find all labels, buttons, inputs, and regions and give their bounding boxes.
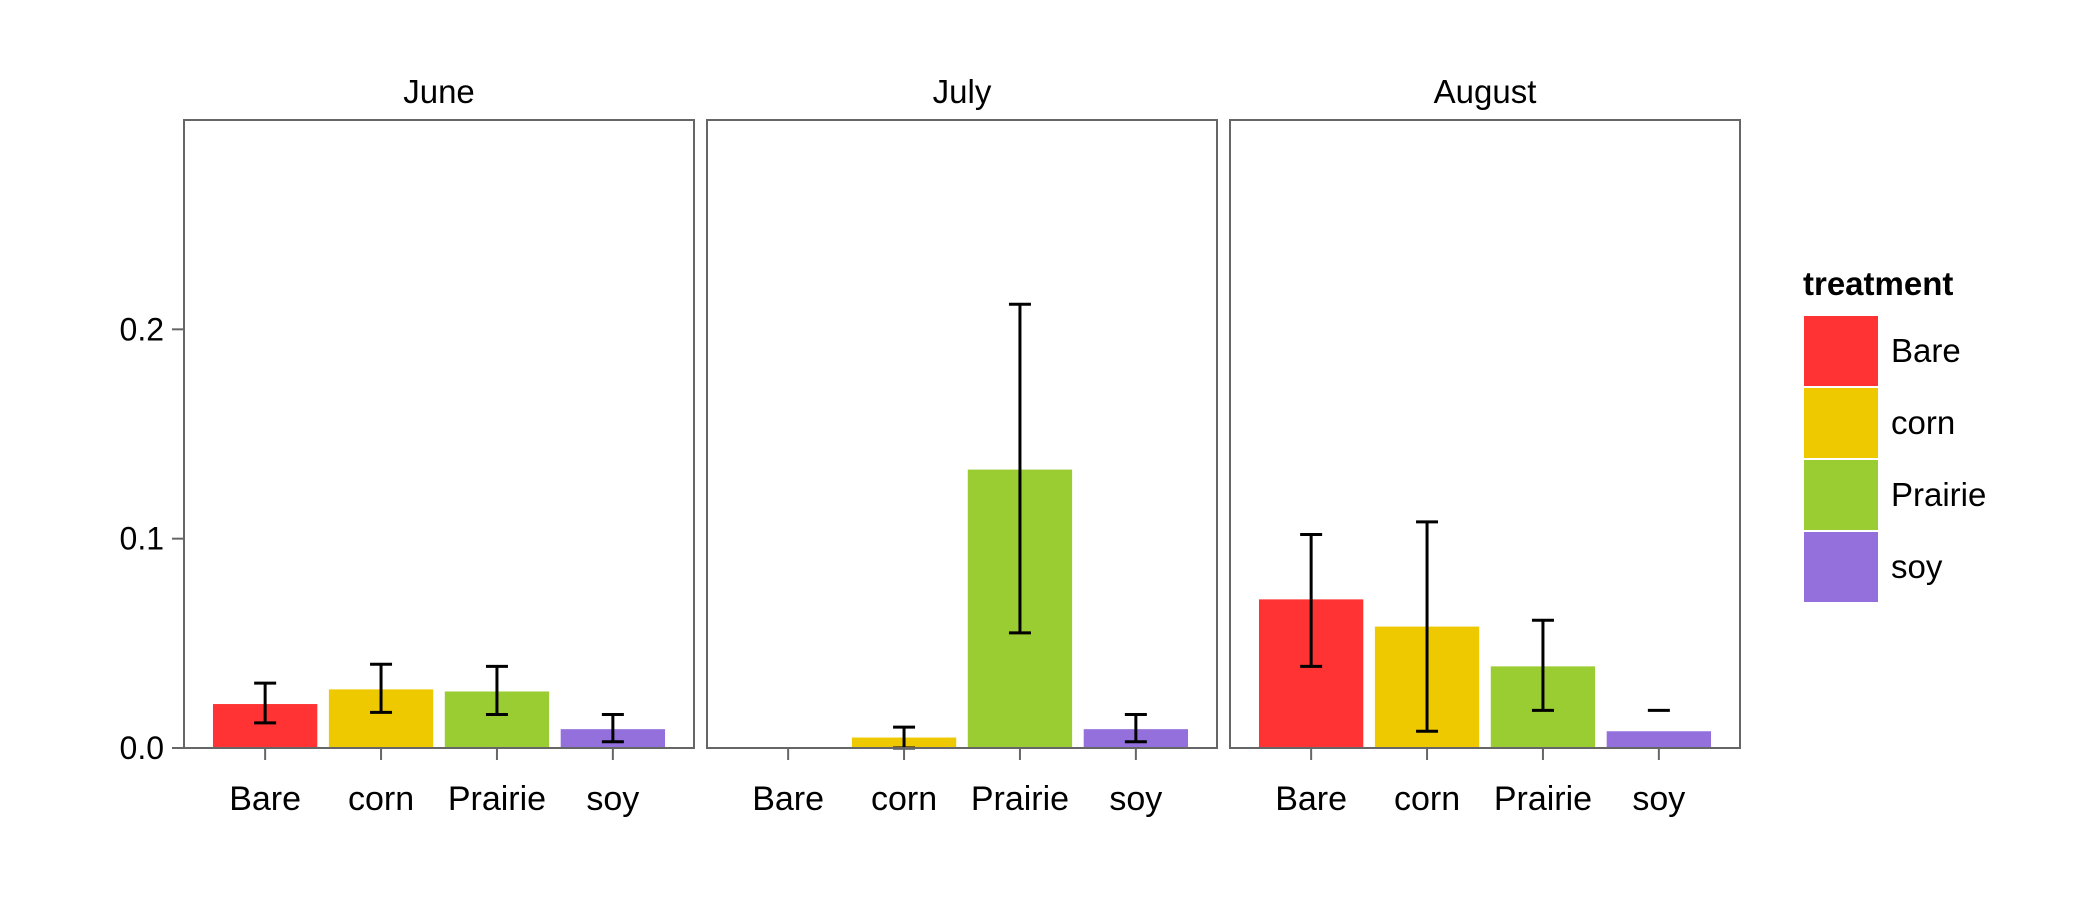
x-tick-label-soy: soy	[1632, 780, 1685, 818]
legend: treatment Bare corn Prairie soy	[1802, 265, 1986, 604]
legend-key-prairie	[1802, 458, 1880, 532]
legend-item-soy: soy	[1802, 530, 1943, 604]
error-bar-bare	[254, 681, 277, 725]
facet-title: June	[403, 73, 475, 110]
error-bar-soy	[1124, 713, 1147, 744]
x-tick-label-corn: corn	[348, 780, 414, 818]
x-tick-label-bare: Bare	[229, 780, 301, 818]
x-tick-label-corn: corn	[871, 780, 937, 818]
facets: June Bare corn Prairie soy July Bare corn Prairi…	[183, 73, 1741, 818]
legend-item-corn: corn	[1802, 386, 1955, 460]
facet-title: August	[1434, 73, 1537, 110]
panel-border	[1229, 119, 1741, 749]
y-axis: 0.0 0.1 0.2	[120, 311, 184, 766]
x-tick-label-bare: Bare	[1275, 780, 1347, 818]
error-bar-soy	[601, 713, 624, 744]
error-bar-prairie	[485, 664, 508, 717]
error-bar-prairie	[1531, 618, 1554, 712]
error-bar-prairie	[1008, 302, 1031, 635]
facet-panel-july: July Bare corn Prairie soy	[706, 73, 1218, 818]
legend-label: Bare	[1891, 332, 1961, 369]
legend-item-bare: Bare	[1802, 314, 1961, 388]
x-tick-label-prairie: Prairie	[448, 780, 546, 818]
legend-label: soy	[1891, 548, 1943, 585]
legend-title: treatment	[1803, 265, 1953, 302]
y-tick-label: 0.2	[120, 311, 164, 347]
y-tick-label: 0.1	[120, 521, 164, 557]
legend-key-bare	[1802, 314, 1880, 388]
x-tick-label-soy: soy	[1109, 780, 1162, 818]
x-tick-label-corn: corn	[1394, 780, 1460, 818]
legend-item-prairie: Prairie	[1802, 458, 1986, 532]
error-bar-corn	[370, 662, 393, 714]
legend-key-soy	[1802, 530, 1880, 604]
x-tick-label-bare: Bare	[752, 780, 824, 818]
bar-soy	[1606, 731, 1712, 748]
legend-key-corn	[1802, 386, 1880, 460]
facet-panel-june: June Bare corn Prairie soy	[183, 73, 695, 818]
legend-label: corn	[1891, 404, 1955, 441]
error-bar-corn	[1416, 520, 1439, 733]
panel-border	[706, 119, 1218, 749]
facet-panel-august: August Bare corn Prairie soy	[1229, 73, 1741, 818]
error-bar-bare	[1300, 532, 1323, 668]
x-tick-label-prairie: Prairie	[1494, 780, 1592, 818]
y-tick-label: 0.0	[120, 730, 164, 766]
panel-border	[183, 119, 695, 749]
facet-title: July	[933, 73, 992, 110]
x-tick-label-soy: soy	[586, 780, 639, 818]
legend-label: Prairie	[1891, 476, 1986, 513]
x-tick-label-prairie: Prairie	[971, 780, 1069, 818]
